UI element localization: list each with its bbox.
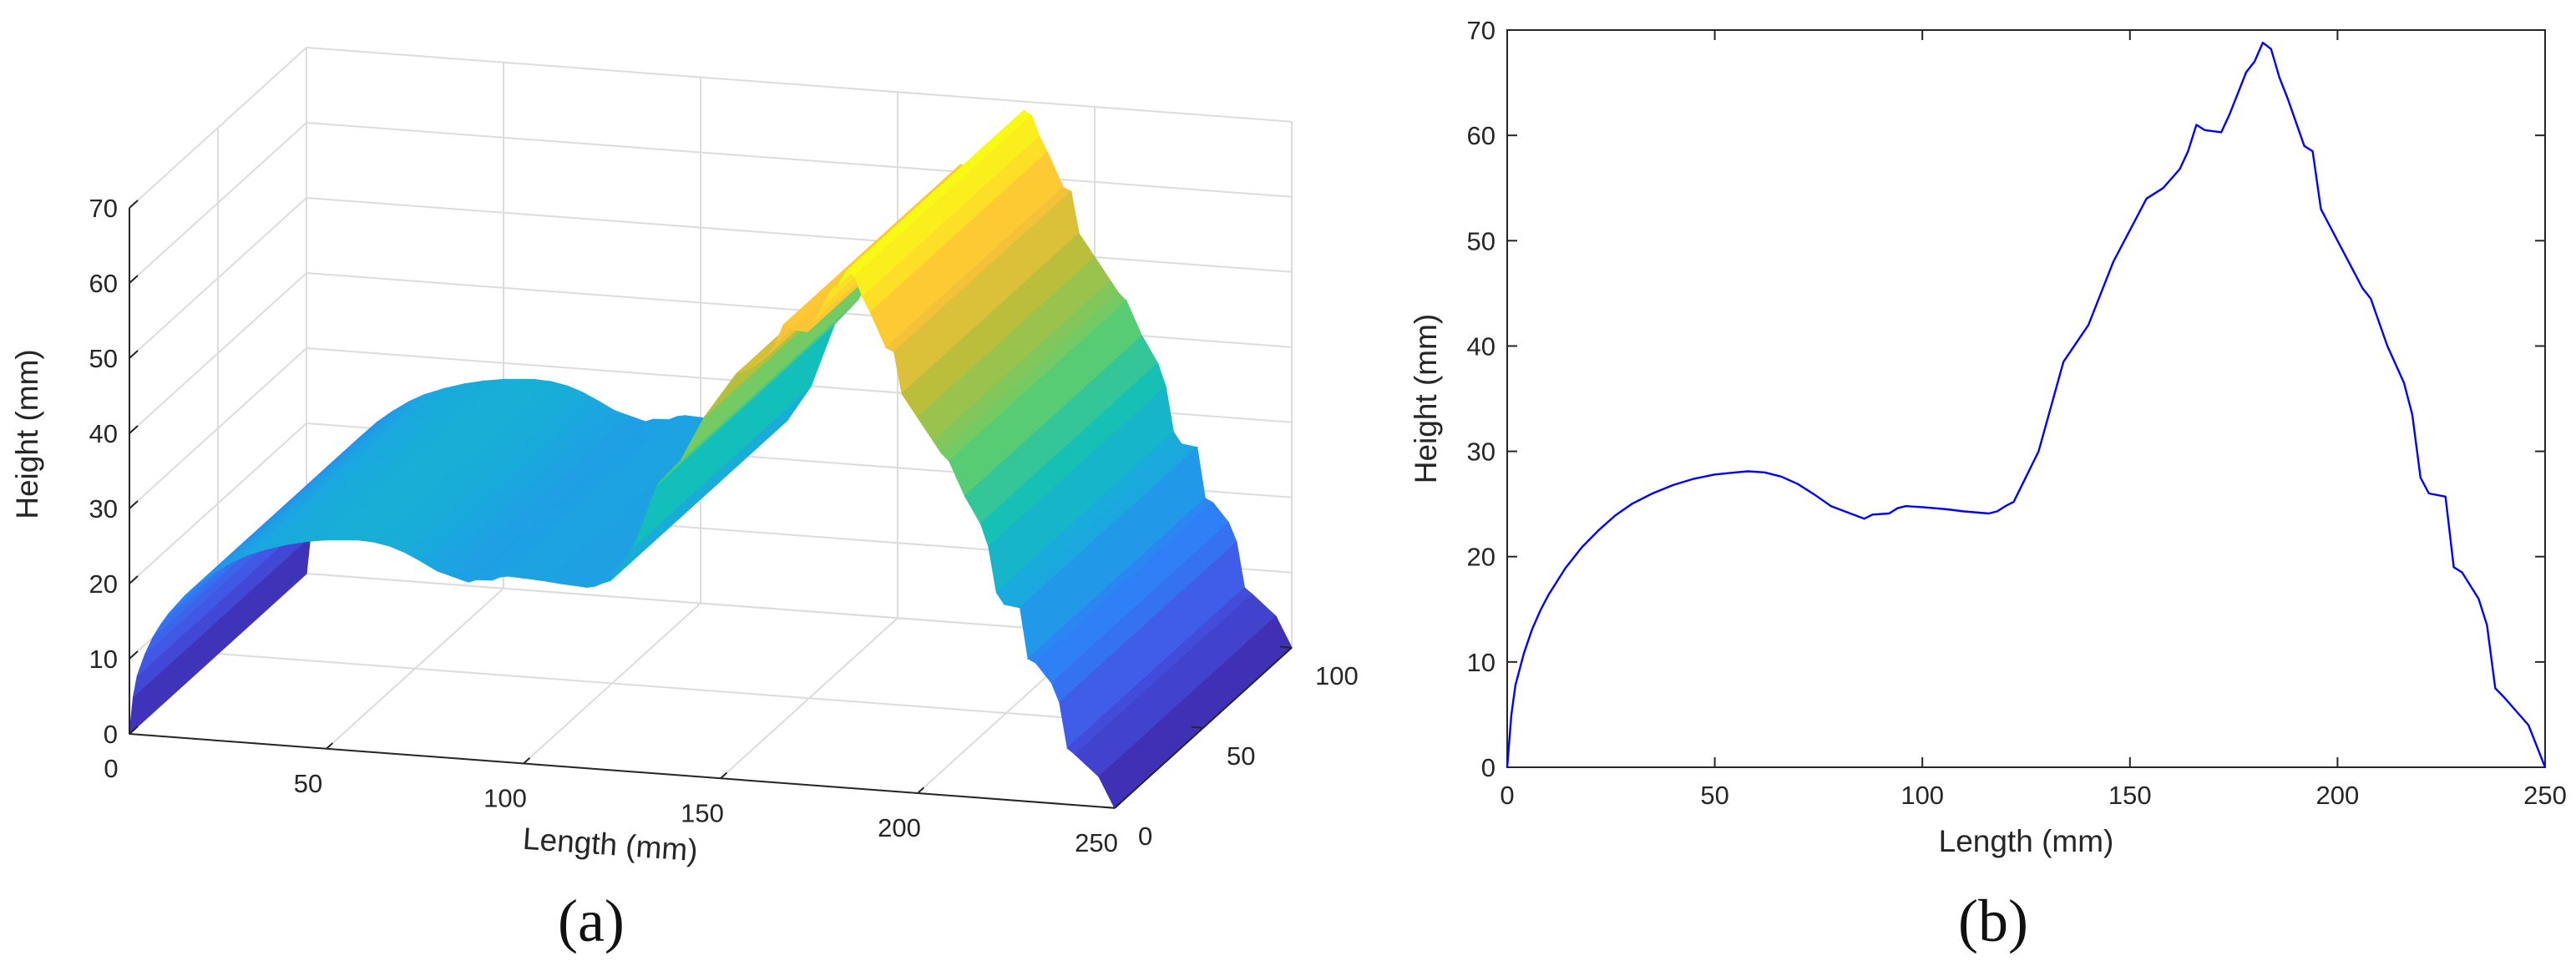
x-tick-label: 200 xyxy=(878,813,921,842)
z-tick-mark xyxy=(129,200,139,209)
y-axis-label: Height (mm) xyxy=(1409,314,1443,484)
z-tick-label: 70 xyxy=(89,194,118,223)
y-tick-mark xyxy=(1279,645,1293,649)
panel-label-b: (b) xyxy=(1958,888,2028,954)
y-tick-label: 100 xyxy=(1315,661,1359,690)
x-tick-label: 150 xyxy=(2108,781,2152,810)
x-tick-label: 0 xyxy=(104,754,118,783)
y-tick-label: 50 xyxy=(1227,741,1255,771)
x-tick-label: 50 xyxy=(294,769,322,798)
x-tick-label: 250 xyxy=(1075,828,1118,857)
z-tick-label: 30 xyxy=(89,494,118,523)
panel-label-a: (a) xyxy=(558,888,625,954)
grid-line xyxy=(129,197,307,359)
surface-chart: 0 50 100 150 200 250 0 50 100 0 10 20 30 40 50 60 70 Leng… xyxy=(10,47,1359,868)
y-tick-label: 40 xyxy=(1467,331,1495,361)
x-tick-label: 100 xyxy=(483,784,527,813)
grid-line xyxy=(129,122,307,284)
grid-line xyxy=(217,653,1204,729)
x-tick-label: 150 xyxy=(681,798,724,827)
z-tick-label: 60 xyxy=(89,269,118,298)
z-axis-label: Height (mm) xyxy=(10,349,44,519)
series-line xyxy=(1506,41,2547,768)
x-tick-label: 0 xyxy=(1500,781,1514,810)
x-tick-mark xyxy=(326,742,334,750)
y-tick-label: 50 xyxy=(1467,226,1495,255)
grid-line xyxy=(129,347,307,509)
y-tick-label: 60 xyxy=(1467,121,1495,150)
z-tick-label: 20 xyxy=(89,569,118,599)
x-axis-label: Length (mm) xyxy=(522,822,699,868)
x-axis-label: Length (mm) xyxy=(1939,824,2114,858)
z-tick-label: 50 xyxy=(89,344,118,373)
grid-line xyxy=(306,122,1293,198)
x-tick-label: 100 xyxy=(1900,781,1944,810)
z-tick-mark xyxy=(129,275,139,284)
y-tick-label: 0 xyxy=(1481,753,1495,782)
z-tick-mark xyxy=(129,425,139,434)
grid-line xyxy=(306,197,1293,273)
y-tick-label: 10 xyxy=(1467,648,1495,677)
y-tick-label: 0 xyxy=(1138,822,1152,851)
z-tick-mark xyxy=(129,500,139,509)
x-axis-line xyxy=(129,733,1116,809)
z-tick-label: 0 xyxy=(104,720,118,749)
y-tick-label: 70 xyxy=(1467,16,1495,45)
plot-box xyxy=(1506,29,2546,768)
x-tick-label: 250 xyxy=(2523,781,2567,810)
grid-line xyxy=(306,47,1293,123)
x-tick-mark xyxy=(1114,802,1122,809)
z-tick-mark xyxy=(129,350,139,359)
grid-line xyxy=(129,422,307,584)
z-tick-label: 10 xyxy=(89,645,118,674)
z-tick-mark xyxy=(129,650,139,660)
x-tick-label: 50 xyxy=(1700,781,1728,810)
x-tick-label: 200 xyxy=(2316,781,2360,810)
y-tick-mark xyxy=(1102,806,1116,809)
y-tick-label: 30 xyxy=(1467,437,1495,467)
x-tick-mark xyxy=(523,757,531,765)
line-chart: 0 50 100 150 200 250 0 10 20 30 40 50 60 70 Length (mm… xyxy=(1409,16,2567,858)
z-tick-mark xyxy=(129,575,139,584)
y-tick-label: 20 xyxy=(1467,543,1495,572)
x-tick-mark xyxy=(917,786,925,794)
z-tick-mark xyxy=(129,726,139,735)
grid-line xyxy=(129,47,307,209)
grid-line xyxy=(129,272,307,434)
y-tick-mark xyxy=(1191,726,1204,729)
z-tick-label: 40 xyxy=(89,419,118,448)
x-tick-mark xyxy=(720,771,728,779)
